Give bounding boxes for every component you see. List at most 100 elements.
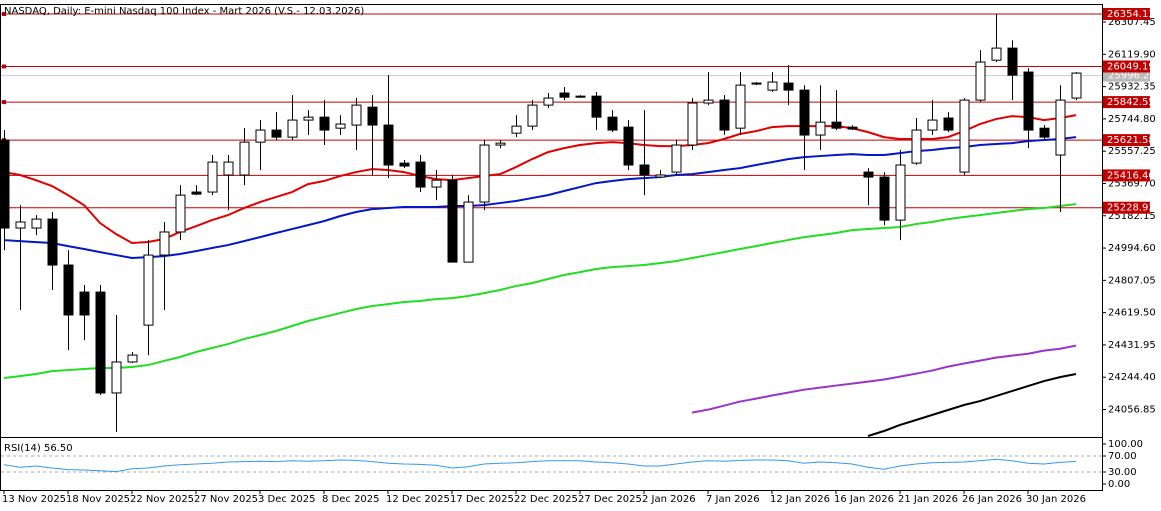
indicator-line: [691, 344, 1077, 414]
candle-body: [111, 361, 122, 394]
candle-body: [95, 291, 106, 394]
indicator-line: [3, 203, 1077, 379]
last-price-label: 25996.26: [1108, 71, 1156, 82]
candle-body: [495, 142, 506, 146]
candle-body: [863, 171, 874, 178]
candle-body: [767, 81, 778, 91]
candle-body: [943, 117, 954, 131]
rsi-title: RSI(14) 56.50: [4, 443, 73, 454]
candle-body: [31, 218, 42, 229]
last-price-box: [1103, 69, 1150, 82]
level-box: [1103, 169, 1150, 182]
candle-body: [207, 161, 218, 193]
level-box: [1103, 134, 1150, 147]
y-tick-label: 25557.25: [1108, 146, 1156, 157]
candle-body: [415, 161, 426, 188]
candle-body: [79, 291, 90, 316]
candle-body: [687, 102, 698, 146]
x-tick-label: 8 Dec 2025: [322, 494, 380, 505]
x-tick-label: 30 Jan 2026: [1026, 494, 1086, 505]
candle-body: [511, 125, 522, 134]
candle-body: [367, 106, 378, 126]
candle-body: [463, 201, 474, 263]
candle-body: [959, 99, 970, 173]
candle-body: [127, 354, 138, 363]
level-box: [1103, 96, 1150, 109]
x-tick-label: 13 Nov 2025: [2, 494, 66, 505]
y-tick-label: 25182.15: [1108, 211, 1156, 222]
candle-body: [735, 84, 746, 129]
candle-body: [975, 61, 986, 101]
candle-body: [447, 179, 458, 263]
candle-body: [575, 95, 586, 98]
indicator-line: [3, 136, 1077, 259]
candle-body: [0, 139, 10, 229]
candle-body: [911, 129, 922, 164]
y-tick-label: 0.00: [1108, 479, 1130, 490]
y-tick-label: 24431.95: [1108, 340, 1156, 351]
indicator-line: [867, 373, 1077, 437]
y-tick-label: 25932.35: [1108, 82, 1156, 93]
x-tick-label: 2 Jan 2026: [642, 494, 696, 505]
y-tick-label: 24994.60: [1108, 243, 1156, 254]
level-label: 25416.46: [1107, 170, 1155, 181]
candle-body: [191, 191, 202, 195]
candle-body: [927, 119, 938, 131]
level-label: 26049.19: [1107, 62, 1155, 73]
level-box: [1103, 8, 1150, 21]
x-tick-label: 22 Dec 2025: [514, 494, 578, 505]
candle-body: [143, 254, 154, 326]
candle-body: [399, 162, 410, 167]
y-tick-label: 26119.90: [1108, 49, 1156, 60]
x-tick-label: 12 Jan 2026: [770, 494, 830, 505]
x-tick-label: 7 Jan 2026: [706, 494, 760, 505]
level-marker: [2, 64, 6, 69]
level-box: [1103, 201, 1150, 214]
x-tick-label: 17 Dec 2025: [450, 494, 514, 505]
candle-body: [879, 176, 890, 221]
x-tick-label: 21 Jan 2026: [898, 494, 958, 505]
x-tick-label: 26 Jan 2026: [962, 494, 1022, 505]
candle-body: [1007, 47, 1018, 76]
level-marker: [2, 100, 6, 105]
candle-body: [1071, 72, 1082, 99]
x-tick-label: 27 Nov 2025: [194, 494, 258, 505]
candle-body: [431, 179, 442, 188]
candle-body: [527, 104, 538, 127]
candle-body: [1055, 99, 1066, 156]
candle-body: [47, 218, 58, 266]
candle-body: [351, 104, 362, 126]
candle-body: [895, 164, 906, 221]
indicator-line: [3, 458, 1077, 473]
candle-body: [671, 144, 682, 173]
candle-body: [719, 99, 730, 131]
candle-body: [815, 121, 826, 136]
chart-title: NASDAQ, Daily: E-mini Nasdaq 100 Index -…: [4, 6, 364, 17]
x-tick-label: 16 Jan 2026: [834, 494, 894, 505]
y-tick-label: 24807.05: [1108, 275, 1156, 286]
candle-body: [63, 264, 74, 316]
x-tick-label: 22 Nov 2025: [130, 494, 194, 505]
level-label: 25621.58: [1107, 135, 1155, 146]
y-tick-label: 25744.80: [1108, 114, 1156, 125]
candle-body: [607, 116, 618, 131]
x-tick-label: 12 Dec 2025: [386, 494, 450, 505]
y-tick-label: 24619.50: [1108, 308, 1156, 319]
y-tick-label: 24056.85: [1108, 405, 1156, 416]
candle-body: [559, 92, 570, 98]
y-tick-label: 70.00: [1108, 451, 1137, 462]
level-label: 25228.93: [1107, 203, 1155, 214]
level-label: 25842.55: [1107, 97, 1155, 108]
candle-body: [783, 82, 794, 91]
candle-body: [847, 126, 858, 130]
level-marker: [2, 12, 6, 17]
candle-body: [159, 231, 170, 256]
y-tick-label: 25369.70: [1108, 178, 1156, 189]
candle-body: [255, 129, 266, 143]
candle-body: [623, 126, 634, 166]
y-tick-label: 26307.45: [1108, 17, 1156, 28]
candle-body: [271, 129, 282, 138]
candle-body: [479, 144, 490, 203]
